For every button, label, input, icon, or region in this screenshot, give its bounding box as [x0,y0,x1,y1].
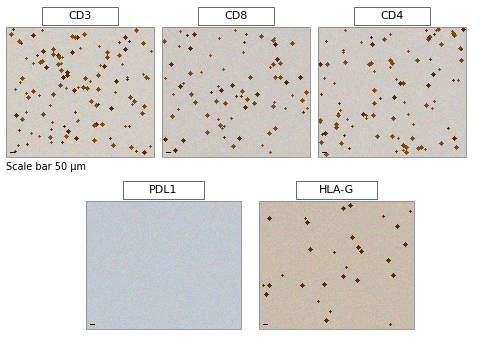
Text: HLA-G: HLA-G [319,185,354,195]
Bar [42,7,118,25]
Bar [354,7,430,25]
Bar [10,151,15,153]
Bar [322,151,327,153]
Text: Scale bar 50 μm: Scale bar 50 μm [6,162,86,172]
Text: CD8: CD8 [224,11,248,21]
Bar [296,181,377,199]
Bar [6,27,154,157]
Bar [259,201,414,329]
Text: PDL1: PDL1 [149,185,178,195]
Bar [86,201,241,329]
Bar [162,27,310,157]
Bar [123,181,204,199]
Bar [263,324,268,325]
Bar [318,27,466,157]
Bar [198,7,274,25]
Text: CD4: CD4 [380,11,404,21]
Text: CD3: CD3 [68,11,92,21]
Bar [90,324,95,325]
Bar [166,151,171,153]
